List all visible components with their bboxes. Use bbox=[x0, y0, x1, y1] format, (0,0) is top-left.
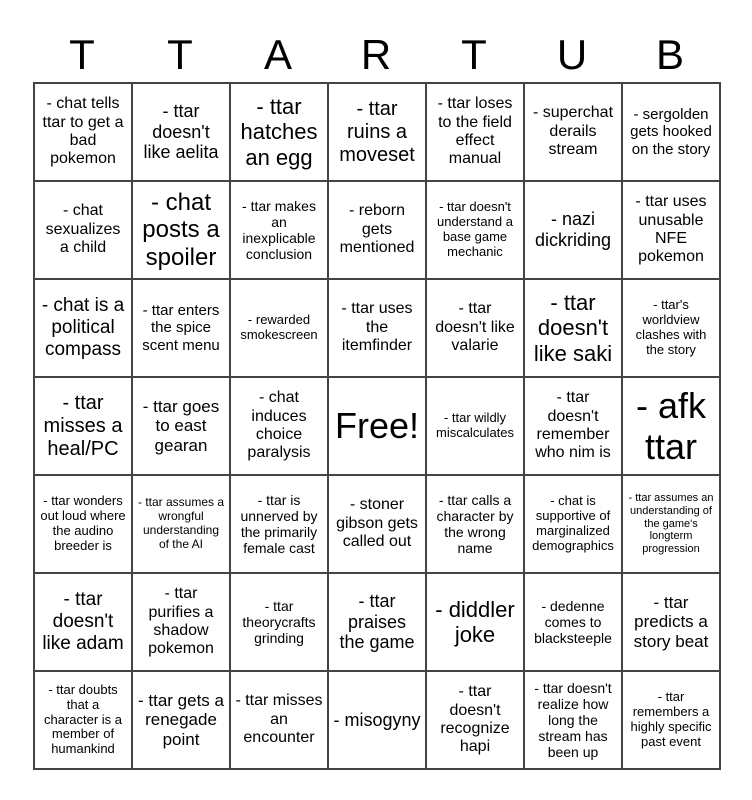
bingo-cell[interactable]: - misogyny bbox=[328, 671, 426, 769]
bingo-cell[interactable]: - ttar doesn't understand a base game me… bbox=[426, 181, 524, 279]
bingo-cell[interactable]: - ttar wonders out loud where the audino… bbox=[34, 475, 132, 573]
bingo-cell[interactable]: - ttar's worldview clashes with the stor… bbox=[622, 279, 720, 377]
bingo-cell[interactable]: - ttar doesn't like saki bbox=[524, 279, 622, 377]
bingo-cell[interactable]: - ttar misses an encounter bbox=[230, 671, 328, 769]
free-space-cell[interactable]: Free! bbox=[328, 377, 426, 475]
bingo-cell[interactable]: - ttar is unnerved by the primarily fema… bbox=[230, 475, 328, 573]
bingo-cell[interactable]: - ttar uses unusable NFE pokemon bbox=[622, 181, 720, 279]
header-letter: T bbox=[461, 31, 487, 78]
bingo-cell[interactable]: - ttar purifies a shadow pokemon bbox=[132, 573, 230, 671]
bingo-cell[interactable]: - ttar loses to the field effect manual bbox=[426, 83, 524, 181]
header-letter: R bbox=[360, 31, 392, 78]
bingo-cell[interactable]: - ttar misses a heal/PC bbox=[34, 377, 132, 475]
bingo-cell[interactable]: - rewarded smokescreen bbox=[230, 279, 328, 377]
bingo-cell[interactable]: - nazi dickriding bbox=[524, 181, 622, 279]
bingo-cell[interactable]: - ttar hatches an egg bbox=[230, 83, 328, 181]
bingo-cell[interactable]: - ttar enters the spice scent menu bbox=[132, 279, 230, 377]
header-letter: T bbox=[167, 31, 193, 78]
bingo-cell[interactable]: - chat is a political compass bbox=[34, 279, 132, 377]
bingo-cell[interactable]: - reborn gets mentioned bbox=[328, 181, 426, 279]
bingo-cell[interactable]: - ttar wildly miscalculates bbox=[426, 377, 524, 475]
bingo-cell[interactable]: - afk ttar bbox=[622, 377, 720, 475]
header-letter: U bbox=[556, 31, 588, 78]
bingo-cell[interactable]: - ttar doesn't realize how long the stre… bbox=[524, 671, 622, 769]
bingo-cell[interactable]: - chat induces choice paralysis bbox=[230, 377, 328, 475]
bingo-cell[interactable]: - ttar doesn't remember who nim is bbox=[524, 377, 622, 475]
bingo-cell[interactable]: - ttar ruins a moveset bbox=[328, 83, 426, 181]
bingo-cell[interactable]: - ttar doesn't like aelita bbox=[132, 83, 230, 181]
bingo-cell[interactable]: - ttar doesn't recognize hapi bbox=[426, 671, 524, 769]
bingo-cell[interactable]: - chat tells ttar to get a bad pokemon bbox=[34, 83, 132, 181]
bingo-cell[interactable]: - ttar assumes an understanding of the g… bbox=[622, 475, 720, 573]
bingo-cell[interactable]: - ttar makes an inexplicable conclusion bbox=[230, 181, 328, 279]
bingo-cell[interactable]: - ttar theorycrafts grinding bbox=[230, 573, 328, 671]
header-letter: A bbox=[263, 31, 292, 78]
bingo-cell[interactable]: - chat is supportive of marginalized dem… bbox=[524, 475, 622, 573]
bingo-cell[interactable]: - diddler joke bbox=[426, 573, 524, 671]
bingo-cell[interactable]: - ttar praises the game bbox=[328, 573, 426, 671]
bingo-cell[interactable]: - dedenne comes to blacksteeple bbox=[524, 573, 622, 671]
bingo-cell[interactable]: - ttar doesn't like adam bbox=[34, 573, 132, 671]
bingo-cell[interactable]: - chat posts a spoiler bbox=[132, 181, 230, 279]
bingo-cell[interactable]: - ttar doubts that a character is a memb… bbox=[34, 671, 132, 769]
bingo-cell[interactable]: - ttar remembers a highly specific past … bbox=[622, 671, 720, 769]
bingo-cell[interactable]: - superchat derails stream bbox=[524, 83, 622, 181]
header-letter: B bbox=[655, 31, 684, 78]
bingo-cell[interactable]: - chat sexualizes a child bbox=[34, 181, 132, 279]
bingo-cell[interactable]: - ttar uses the itemfinder bbox=[328, 279, 426, 377]
header-letter: T bbox=[69, 31, 95, 78]
bingo-grid: - chat tells ttar to get a bad pokemon - … bbox=[33, 82, 721, 770]
bingo-cell[interactable]: - ttar predicts a story beat bbox=[622, 573, 720, 671]
bingo-cell[interactable]: - ttar calls a character by the wrong na… bbox=[426, 475, 524, 573]
bingo-cell[interactable]: - ttar gets a renegade point bbox=[132, 671, 230, 769]
bingo-cell[interactable]: - ttar doesn't like valarie bbox=[426, 279, 524, 377]
bingo-cell[interactable]: - sergolden gets hooked on the story bbox=[622, 83, 720, 181]
bingo-cell[interactable]: - ttar assumes a wrongful understanding … bbox=[132, 475, 230, 573]
bingo-cell[interactable]: - stoner gibson gets called out bbox=[328, 475, 426, 573]
bingo-cell[interactable]: - ttar goes to east gearan bbox=[132, 377, 230, 475]
